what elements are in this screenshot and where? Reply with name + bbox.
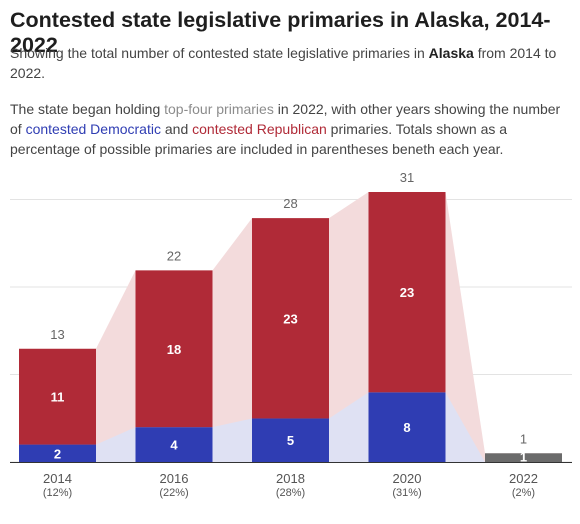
note-text-1: The state began holding <box>10 101 165 117</box>
democratic-bar <box>19 444 96 462</box>
chart-subtitle: Showing the total number of contested st… <box>10 43 570 83</box>
top-four-bar <box>485 453 562 462</box>
x-percent-label: (28%) <box>276 487 305 499</box>
x-percent-label: (22%) <box>159 487 188 499</box>
note-republican: contested Republican <box>192 121 327 137</box>
x-tick-label: 2020 <box>393 471 422 486</box>
subtitle-state: Alaska <box>428 45 474 61</box>
note-text-3: and <box>160 121 193 137</box>
republican-bar <box>135 270 213 428</box>
chart-note: The state began holding top-four primari… <box>10 99 570 159</box>
total-value-label: 28 <box>283 196 297 211</box>
democratic-value-label: 2 <box>54 446 61 461</box>
subtitle-text-1: Showing the total number of contested st… <box>10 45 429 61</box>
chart-title: Contested state legislative primaries in… <box>10 8 551 57</box>
republican-bar <box>19 348 96 445</box>
x-tick-label: 2014 <box>43 471 72 486</box>
x-tick-label: 2018 <box>276 471 305 486</box>
note-top-four: top-four primaries <box>164 101 274 117</box>
note-text-4: primaries. Totals shown as a percentage … <box>10 121 508 157</box>
stacked-bar-chart: 211132014(12%)418222016(22%)523282018(28… <box>10 170 572 499</box>
x-percent-label: (31%) <box>392 487 421 499</box>
total-value-label: 13 <box>50 327 64 342</box>
democratic-bar <box>252 418 329 462</box>
subtitle-text-2: from 2014 to 2022. <box>10 45 557 81</box>
x-tick-label: 2016 <box>160 471 189 486</box>
note-text-2: in 2022, with other years showing the nu… <box>10 101 561 137</box>
republican-bar <box>252 218 329 419</box>
note-democratic: contested Democratic <box>25 121 161 137</box>
top-four-value-label: 1 <box>520 449 527 464</box>
democratic-value-label: 4 <box>170 438 178 453</box>
republican-value-label: 11 <box>51 390 65 405</box>
democratic-value-label: 8 <box>403 420 410 435</box>
republican-bar <box>368 192 446 393</box>
total-value-label: 22 <box>167 248 181 263</box>
total-value-label: 1 <box>520 431 527 446</box>
x-percent-label: (12%) <box>43 487 72 499</box>
democratic-bar <box>368 392 446 462</box>
x-tick-label: 2022 <box>509 471 538 486</box>
democratic-value-label: 5 <box>287 433 294 448</box>
democratic-bar <box>135 427 213 462</box>
republican-value-label: 18 <box>167 342 181 357</box>
republican-value-label: 23 <box>283 311 297 326</box>
x-percent-label: (2%) <box>512 487 535 499</box>
total-value-label: 31 <box>400 170 414 185</box>
republican-value-label: 23 <box>400 285 414 300</box>
